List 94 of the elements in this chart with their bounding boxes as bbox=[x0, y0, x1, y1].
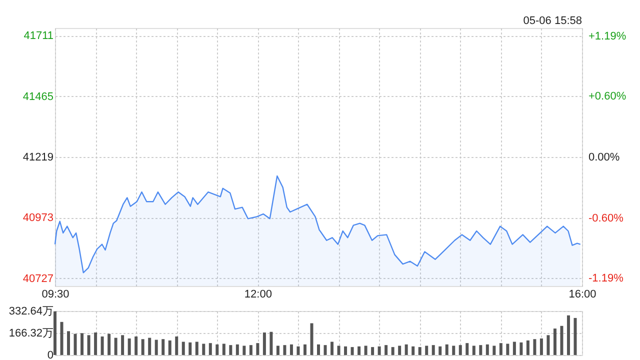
bar bbox=[566, 315, 570, 355]
bar bbox=[276, 346, 280, 355]
y-tick-label: 332.64万 bbox=[8, 306, 54, 318]
bar bbox=[121, 335, 124, 355]
bar bbox=[364, 346, 368, 355]
y2-tick-label: -0.60% bbox=[588, 212, 624, 225]
x-tick-label: 12:00 bbox=[244, 288, 272, 300]
bar bbox=[208, 343, 212, 355]
bar bbox=[438, 346, 442, 355]
bar bbox=[114, 338, 118, 355]
bar bbox=[574, 318, 577, 355]
bar bbox=[310, 323, 314, 355]
bar bbox=[80, 333, 84, 355]
bar bbox=[256, 343, 260, 355]
bar bbox=[195, 342, 198, 355]
bar bbox=[330, 342, 334, 355]
bar bbox=[317, 344, 320, 355]
bar bbox=[337, 346, 340, 355]
bar bbox=[512, 342, 516, 355]
bar bbox=[445, 344, 448, 355]
bar bbox=[141, 339, 144, 355]
bar bbox=[216, 344, 219, 355]
bar bbox=[134, 336, 138, 355]
bar bbox=[540, 338, 543, 355]
bar bbox=[458, 345, 462, 355]
bar bbox=[472, 346, 476, 355]
bar bbox=[344, 346, 348, 355]
bar bbox=[175, 336, 178, 355]
y-tick-label: 41711 bbox=[24, 30, 54, 42]
bar bbox=[290, 344, 293, 355]
bar bbox=[553, 328, 556, 355]
bar bbox=[262, 332, 266, 355]
bar bbox=[418, 347, 422, 355]
y-tick-label: 41219 bbox=[22, 152, 54, 164]
bar bbox=[520, 342, 523, 355]
bar bbox=[533, 339, 536, 355]
bar bbox=[229, 345, 232, 355]
bar bbox=[499, 343, 502, 355]
x-tick-label: 09:30 bbox=[42, 288, 70, 300]
bar bbox=[486, 344, 489, 355]
bar bbox=[526, 340, 530, 355]
y-tick-label: 40973 bbox=[22, 212, 54, 224]
bar bbox=[398, 346, 402, 355]
y2-tick-label: -1.19% bbox=[588, 272, 624, 284]
bar bbox=[283, 345, 286, 355]
bar bbox=[94, 332, 98, 355]
bar bbox=[188, 342, 192, 355]
bar bbox=[100, 336, 104, 355]
bar bbox=[87, 335, 90, 355]
bar bbox=[296, 346, 300, 355]
bar bbox=[236, 344, 239, 355]
bar bbox=[202, 344, 206, 355]
bar bbox=[154, 340, 158, 355]
bar bbox=[303, 344, 306, 355]
text: 05-06 15:58 bbox=[523, 15, 582, 27]
y2-tick-label: 0.00% bbox=[588, 152, 620, 164]
bar bbox=[404, 344, 408, 355]
bar bbox=[148, 338, 152, 355]
bar bbox=[74, 334, 77, 355]
bar bbox=[67, 331, 70, 355]
bar bbox=[425, 346, 428, 355]
bar bbox=[324, 345, 327, 355]
bar bbox=[270, 332, 273, 355]
bar bbox=[358, 346, 361, 355]
bar bbox=[378, 346, 381, 355]
bar bbox=[432, 345, 435, 355]
bar bbox=[391, 347, 394, 355]
bar bbox=[249, 345, 252, 355]
y-tick-label: 41465 bbox=[22, 90, 54, 103]
bar bbox=[128, 338, 131, 355]
bar bbox=[492, 346, 496, 355]
bar bbox=[560, 326, 564, 355]
y-tick-label: 166.32万 bbox=[8, 328, 54, 340]
bar bbox=[452, 346, 456, 355]
bar bbox=[222, 344, 226, 355]
y-tick-label: 0 bbox=[47, 350, 54, 360]
bar bbox=[108, 334, 111, 355]
bar bbox=[60, 322, 64, 355]
bar bbox=[242, 346, 246, 355]
bar bbox=[168, 340, 172, 355]
bar bbox=[350, 347, 354, 355]
bar bbox=[371, 347, 374, 355]
bar bbox=[546, 335, 550, 355]
bar bbox=[412, 346, 415, 355]
bar bbox=[162, 339, 165, 355]
y-tick-label: 40727 bbox=[22, 272, 54, 285]
y2-tick-label: +0.60% bbox=[588, 90, 626, 102]
bar bbox=[182, 342, 185, 355]
y2-tick-label: +1.19% bbox=[588, 30, 626, 43]
bar bbox=[506, 344, 510, 355]
x-tick-label: 16:00 bbox=[568, 288, 596, 300]
bar bbox=[466, 343, 469, 355]
bar bbox=[479, 345, 482, 355]
bar bbox=[384, 345, 388, 355]
